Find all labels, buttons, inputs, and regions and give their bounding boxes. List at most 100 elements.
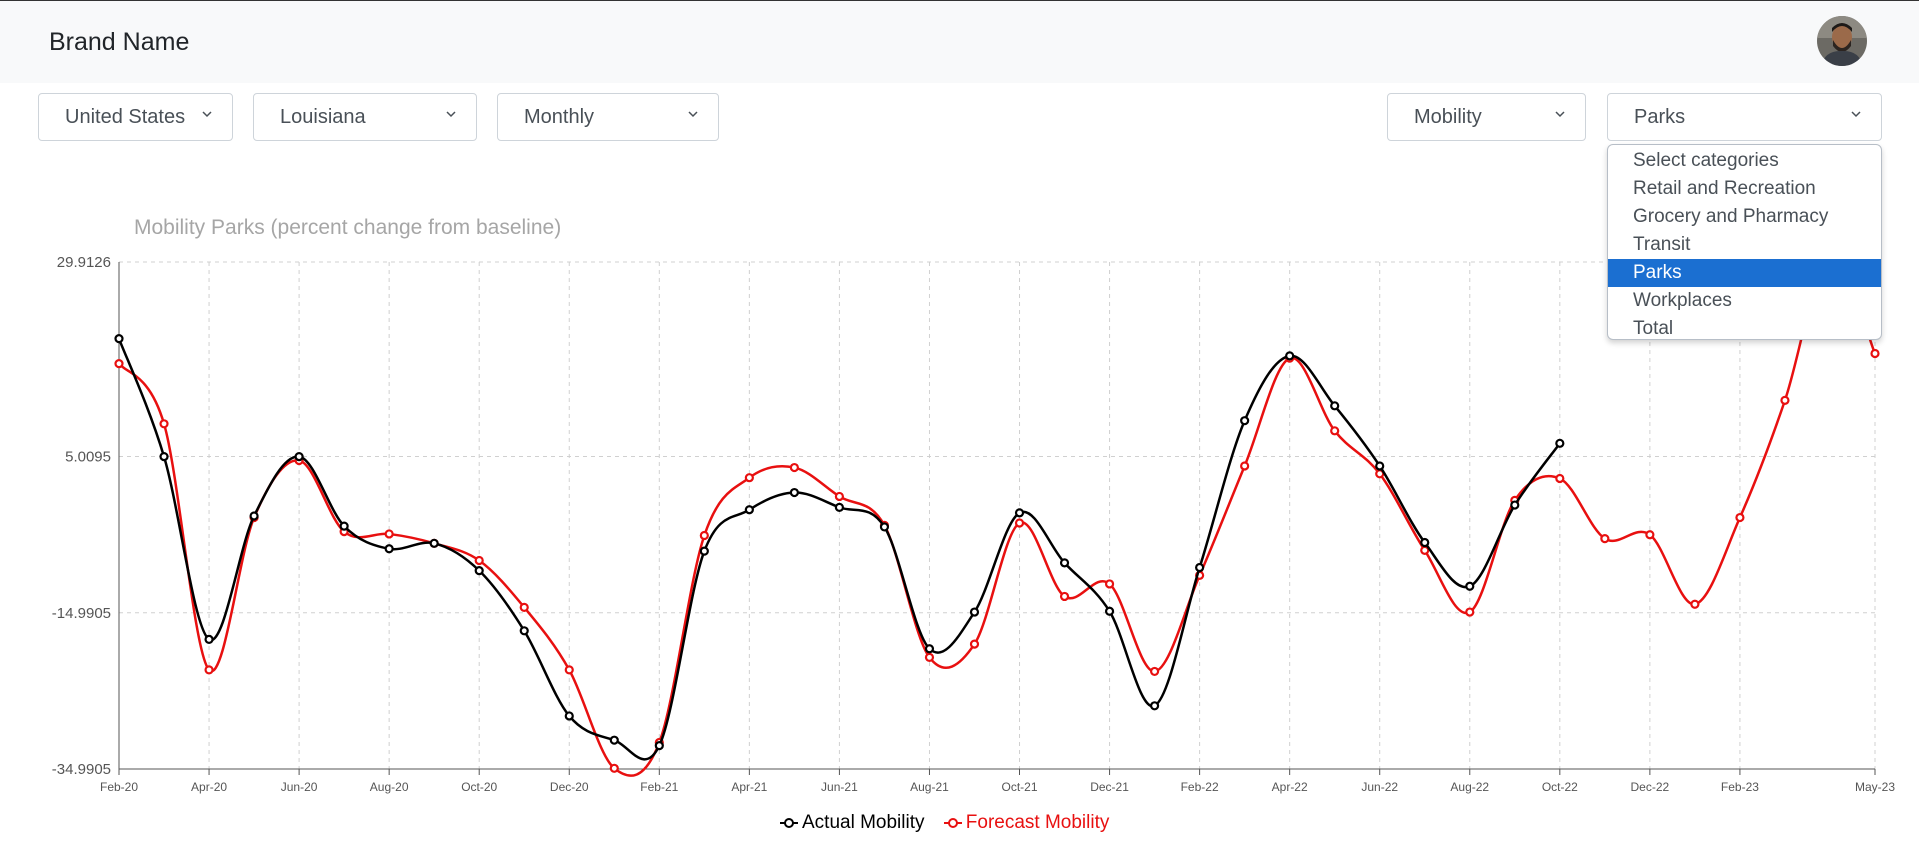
forecast-mobility-point — [564, 665, 574, 675]
brand-link[interactable]: Brand Name — [49, 28, 190, 56]
category-option-parks[interactable]: Parks — [1608, 259, 1881, 287]
forecast-mobility-point — [1780, 395, 1790, 405]
x-tick-label: Aug-21 — [910, 780, 949, 794]
state-select[interactable]: Louisiana — [253, 93, 477, 141]
x-tick-label: May-23 — [1855, 780, 1895, 794]
actual-mobility-point — [699, 546, 709, 556]
actual-mobility-point — [1465, 581, 1475, 591]
y-tick-label: -14.9905 — [52, 605, 111, 622]
forecast-mobility-point — [789, 462, 799, 473]
actual-mobility-point — [249, 511, 259, 521]
x-tick-label: Oct-22 — [1542, 780, 1578, 794]
x-tick-label: Apr-20 — [191, 780, 227, 794]
x-tick-label: Aug-22 — [1450, 780, 1489, 794]
chevron-down-icon — [1555, 111, 1565, 118]
forecast-mobility-point — [1465, 607, 1475, 617]
actual-mobility-point — [879, 522, 890, 532]
x-tick-label: Oct-21 — [1002, 780, 1038, 794]
frequency-select[interactable]: Monthly — [497, 93, 719, 141]
legend-label-forecast: Forecast Mobility — [965, 812, 1110, 833]
actual-mobility-point — [1555, 438, 1565, 448]
forecast-mobility-point — [519, 602, 529, 612]
actual-mobility-point — [294, 452, 304, 462]
category-option-transit[interactable]: Transit — [1633, 234, 1691, 255]
category-option-grocery-and-pharmacy[interactable]: Grocery and Pharmacy — [1633, 206, 1829, 227]
x-tick-label: Dec-22 — [1631, 780, 1670, 794]
actual-mobility-point — [834, 502, 845, 512]
forecast-mobility-point — [1014, 518, 1025, 528]
frequency-select-value: Monthly — [524, 106, 595, 128]
category-option-select-categories[interactable]: Select categories — [1633, 150, 1779, 171]
x-tick-label: Jun-22 — [1361, 780, 1398, 794]
forecast-mobility-point — [969, 639, 980, 649]
forecast-mobility-point — [384, 529, 394, 539]
actual-mobility-point — [1014, 508, 1025, 518]
category-option-workplaces[interactable]: Workplaces — [1633, 290, 1732, 311]
chevron-down-icon — [202, 111, 212, 118]
avatar-photo-icon — [1817, 16, 1867, 66]
actual-mobility-point — [969, 607, 980, 617]
legend-item-actual[interactable]: Actual Mobility — [780, 812, 925, 834]
actual-mobility-point — [1059, 558, 1070, 568]
actual-mobility-point — [1330, 401, 1340, 411]
x-tick-label: Apr-21 — [731, 780, 767, 794]
actual-mobility-point — [1149, 701, 1160, 711]
category-dropdown-menu: Select categories Retail and Recreation Gr… — [1607, 144, 1882, 340]
forecast-mobility-point — [1735, 512, 1745, 523]
metric-select[interactable]: Mobility — [1387, 93, 1586, 141]
legend-label-actual: Actual Mobility — [802, 812, 925, 833]
country-select[interactable]: United States — [38, 93, 233, 141]
legend-marker-actual-icon — [780, 817, 798, 828]
user-avatar[interactable] — [1817, 16, 1867, 66]
forecast-mobility-point — [1600, 534, 1610, 544]
chevron-down-icon — [1851, 111, 1861, 118]
actual-mobility-point — [159, 452, 169, 462]
x-tick-label: Dec-21 — [1090, 780, 1129, 794]
forecast-mobility-point — [1059, 591, 1070, 602]
y-tick-label: 29.9126 — [57, 255, 111, 271]
actual-mobility-point — [519, 626, 529, 636]
x-tick-label: Feb-20 — [100, 780, 138, 794]
x-tick-label: Feb-22 — [1181, 780, 1219, 794]
forecast-mobility-point — [159, 419, 169, 429]
actual-mobility-point — [204, 634, 214, 645]
forecast-mobility-point — [1104, 579, 1115, 589]
forecast-mobility-point — [474, 555, 484, 566]
chevron-down-icon — [688, 111, 698, 118]
window-top-border — [0, 0, 1919, 1]
state-select-value: Louisiana — [280, 106, 366, 128]
actual-mobility-point — [654, 741, 664, 751]
actual-mobility-point — [1375, 461, 1385, 471]
x-tick-label: Jun-21 — [821, 780, 858, 794]
forecast-mobility-point — [924, 652, 935, 662]
forecast-mobility-point — [1555, 473, 1565, 484]
x-tick-label: Aug-20 — [370, 780, 409, 794]
metric-select-value: Mobility — [1414, 106, 1482, 128]
forecast-mobility-point — [609, 763, 619, 773]
mobility-line-chart: 29.9126 5.0095 -14.9905 -34.9905 Feb-20 Apr-2… — [52, 255, 1895, 794]
category-option-total[interactable]: Total — [1633, 318, 1674, 339]
actual-mobility-point — [1510, 500, 1520, 510]
actual-mobility-point — [429, 538, 439, 548]
category-select[interactable]: Parks — [1607, 93, 1882, 141]
actual-mobility-point — [1240, 416, 1250, 426]
chart-title: Mobility Parks (percent change from base… — [134, 216, 562, 239]
category-option-retail-and-recreation[interactable]: Retail and Recreation — [1633, 178, 1816, 199]
y-tick-label: 5.0095 — [65, 449, 111, 466]
forecast-mobility-point — [834, 491, 845, 502]
category-select-value: Parks — [1634, 106, 1686, 128]
x-tick-label: Feb-23 — [1721, 780, 1759, 794]
actual-mobility-point — [1420, 537, 1430, 548]
x-tick-label: Dec-20 — [550, 780, 589, 794]
forecast-mobility-point — [114, 359, 124, 369]
forecast-mobility-point — [1690, 599, 1700, 609]
forecast-mobility-point — [1240, 461, 1250, 471]
x-tick-label: Oct-20 — [461, 780, 497, 794]
actual-mobility-point — [384, 544, 394, 554]
legend-item-forecast[interactable]: Forecast Mobility — [943, 812, 1110, 834]
actual-mobility-point — [339, 521, 349, 531]
actual-mobility-point — [1285, 351, 1295, 361]
forecast-mobility-point — [1330, 426, 1340, 436]
actual-mobility-point — [789, 487, 799, 498]
forecast-mobility-point — [1149, 666, 1160, 677]
